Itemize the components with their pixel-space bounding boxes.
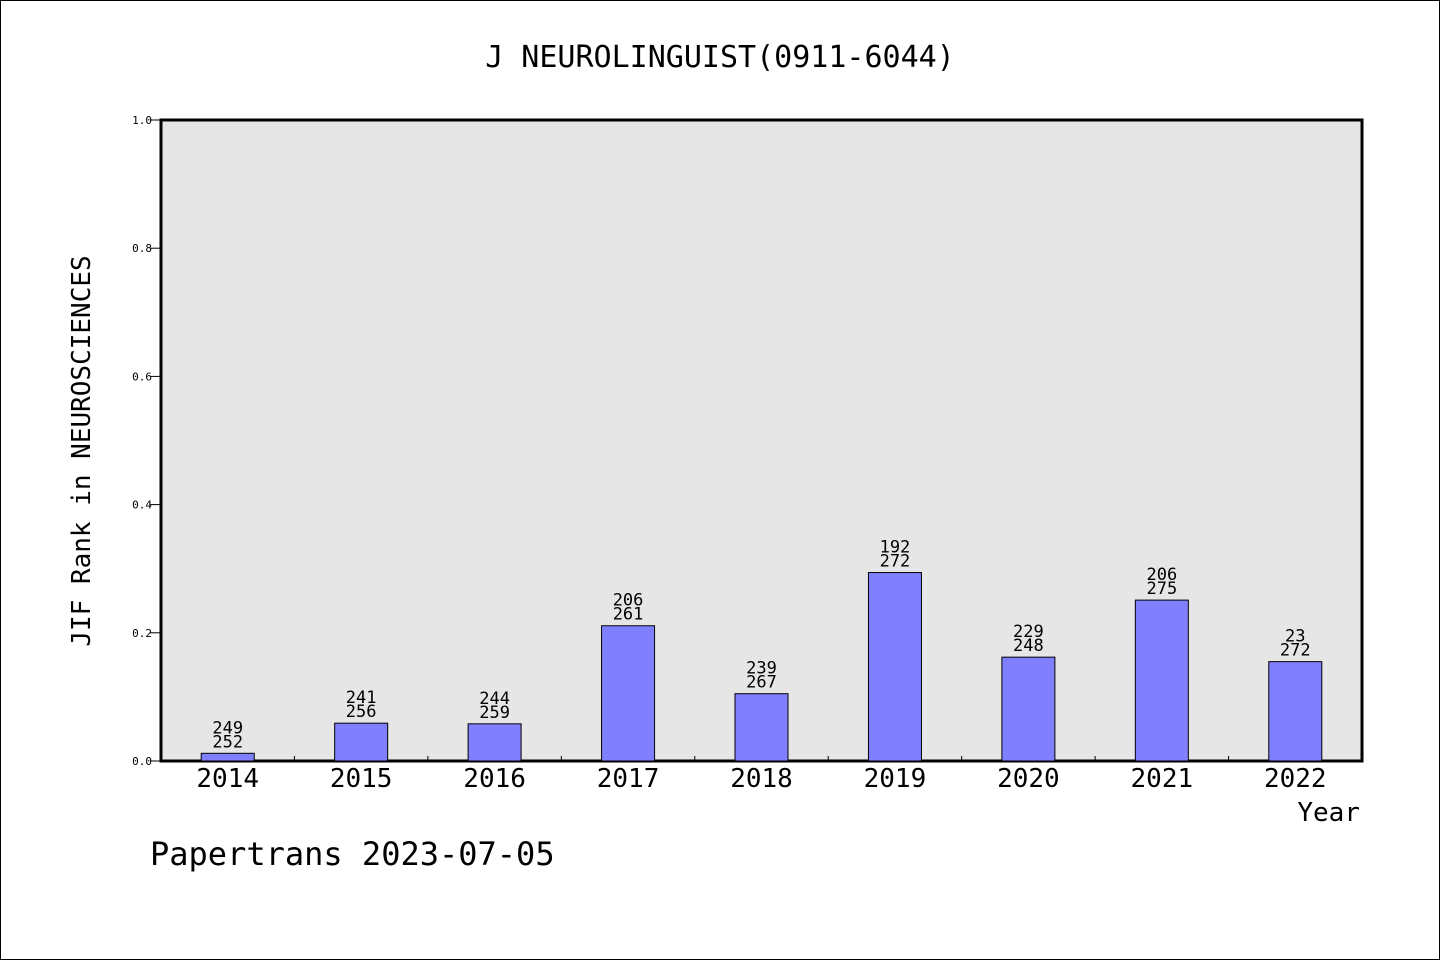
y-axis-label: JIF Rank in NEUROSCIENCES: [67, 255, 97, 646]
y-tick-label: 0.8: [132, 242, 152, 255]
x-tick-label: 2014: [196, 764, 259, 794]
bar-rank-label: 206: [1146, 565, 1177, 585]
bar: [1268, 661, 1323, 762]
x-tick-label: 2016: [463, 764, 526, 794]
chart-title: J NEUROLINGUIST(0911-6044): [485, 40, 955, 75]
bar: [1001, 656, 1056, 762]
bar-rank-label: 241: [346, 688, 377, 708]
bar-rank-label: 23: [1285, 627, 1305, 647]
bar: [1134, 599, 1189, 762]
x-axis-label: Year: [1297, 798, 1360, 828]
x-tick-label: 2022: [1264, 764, 1327, 794]
bar-total-label: 272: [1280, 641, 1311, 661]
x-tick-label: 2015: [330, 764, 393, 794]
bar-total-label: 267: [746, 673, 777, 693]
bar: [200, 752, 255, 762]
y-axis: 0.0 0.2 0.4 0.6 0.8 1.0: [132, 114, 161, 768]
bar-total-label: 252: [212, 732, 243, 752]
bar-rank-label: 206: [613, 591, 644, 611]
x-tick-label: 2019: [864, 764, 927, 794]
bar-rank-label: 192: [880, 538, 911, 558]
bar-rank-label: 244: [479, 689, 510, 709]
bar: [467, 723, 522, 762]
bar-rank-label: 249: [212, 718, 243, 738]
footer-watermark: Papertrans 2023-07-05: [150, 835, 555, 873]
bar-total-label: 261: [613, 605, 644, 625]
y-tick-label: 1.0: [132, 114, 152, 127]
bar-rank-label: 229: [1013, 622, 1044, 642]
bar-total-label: 272: [880, 552, 911, 572]
x-axis: 2014 2015 2016 2017 2018 2019 2020 2021 2022: [196, 756, 1327, 794]
bar-total-label: 259: [479, 703, 510, 723]
y-tick-label: 0.6: [132, 370, 152, 383]
x-tick-label: 2017: [597, 764, 660, 794]
x-tick-label: 2021: [1131, 764, 1194, 794]
bar: [867, 572, 922, 762]
bars: 2492522412562442592062612392671922722292…: [200, 538, 1323, 762]
bar-total-label: 256: [346, 702, 377, 722]
bar: [601, 625, 656, 762]
bar-total-label: 248: [1013, 636, 1044, 656]
y-tick-label: 0.4: [132, 499, 152, 512]
bar-rank-label: 239: [746, 659, 777, 679]
bar: [334, 722, 389, 762]
y-tick-label: 0.0: [132, 755, 152, 768]
bar: [734, 693, 789, 762]
x-tick-label: 2018: [730, 764, 793, 794]
bar-total-label: 275: [1146, 579, 1177, 599]
x-tick-label: 2020: [997, 764, 1060, 794]
y-tick-label: 0.2: [132, 627, 152, 640]
